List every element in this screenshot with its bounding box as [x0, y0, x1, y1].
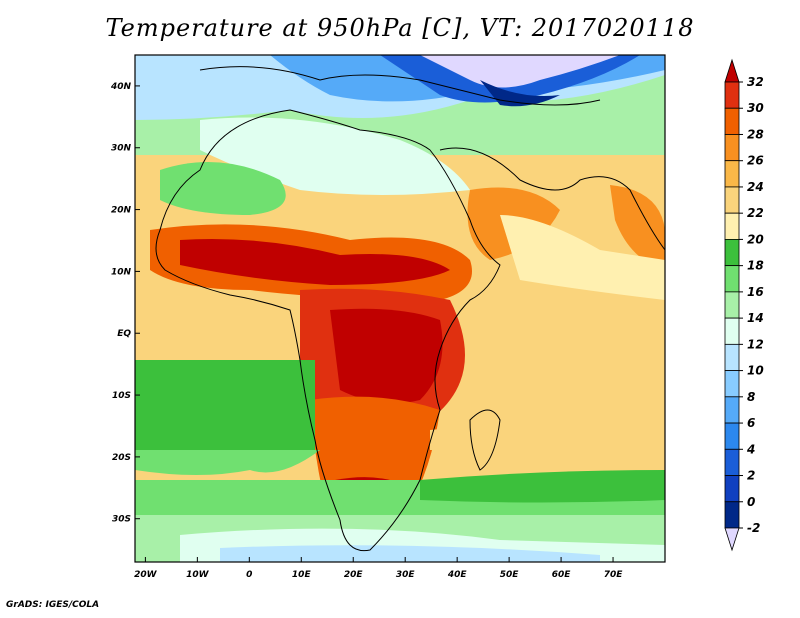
colorbar-label: 18 — [747, 259, 764, 273]
colorbar-segment — [724, 501, 740, 529]
x-tick-label: 30E — [396, 570, 416, 580]
colorbar-label: 2 — [747, 469, 755, 483]
colorbar-segment — [724, 81, 740, 109]
x-tick-label: 10W — [186, 570, 210, 580]
temperature-field — [135, 55, 665, 562]
colorbar-label: 14 — [747, 311, 764, 325]
colorbar-label: 20 — [747, 232, 764, 246]
colorbar-label: 6 — [747, 416, 755, 430]
colorbar-segment — [724, 475, 740, 503]
plot-frame — [134, 54, 666, 563]
x-tick-label: 60E — [552, 570, 572, 580]
colorbar-label: 32 — [747, 75, 764, 89]
colorbar-label: 10 — [747, 364, 764, 378]
credit-label: GrADS: IGES/COLA — [6, 600, 100, 610]
y-tick-label: 30S — [112, 515, 131, 525]
x-tick-label: 70E — [604, 570, 624, 580]
x-tick-label: 40E — [447, 570, 468, 580]
y-axis: 40N 30N 20N 10N EQ 10S 20S 30S — [110, 82, 140, 525]
x-tick-label: 20W — [134, 570, 158, 580]
colorbar-label: 4 — [746, 442, 755, 456]
colorbar-label: -2 — [747, 521, 760, 535]
colorbar-label: 24 — [747, 180, 764, 194]
x-tick-label: 10E — [292, 570, 312, 580]
coastlines — [155, 66, 665, 552]
colorbar-segment — [724, 160, 740, 188]
x-tick-label: 50E — [500, 570, 520, 580]
colorbar-segment — [724, 212, 740, 240]
map-title: Temperature at 950hPa [C], VT: 201702011… — [105, 14, 695, 42]
colorbar-segment — [724, 448, 740, 476]
colorbar-segment — [724, 239, 740, 267]
colorbar-segment — [724, 343, 740, 371]
colorbar-segment — [724, 370, 740, 398]
colorbar-label: 30 — [747, 101, 764, 115]
colorbar-segment — [724, 186, 740, 214]
colorbar-label: 26 — [747, 154, 764, 168]
x-tick-label: 0 — [246, 570, 252, 580]
colorbar-segment — [724, 396, 740, 424]
y-tick-label: EQ — [117, 329, 131, 339]
colorbar-segment — [724, 265, 740, 293]
colorbar-label: 8 — [747, 390, 755, 404]
y-tick-label: 10S — [112, 391, 131, 401]
colorbar-segment — [724, 422, 740, 450]
y-tick-label: 30N — [111, 144, 132, 154]
colorbar-min-arrow — [724, 527, 740, 552]
colorbar-max-arrow — [724, 58, 740, 83]
colorbar-label: 0 — [747, 495, 755, 509]
colorbar-segment — [724, 291, 740, 319]
colorbar-label: 12 — [747, 337, 764, 351]
colorbar-label: 16 — [747, 285, 764, 299]
colorbar-label: 22 — [747, 206, 764, 220]
x-tick-label: 20E — [344, 570, 364, 580]
y-tick-label: 40N — [110, 82, 132, 92]
x-axis: 20W 10W 0 10E 20E 30E 40E 50E 60E 70E — [134, 557, 623, 580]
y-tick-label: 20S — [112, 453, 131, 463]
y-tick-label: 10N — [111, 267, 132, 277]
colorbar-segment — [724, 317, 740, 345]
colorbar-segment — [724, 134, 740, 162]
colorbar-segment — [724, 107, 740, 135]
colorbar-label: 28 — [747, 127, 764, 141]
y-tick-label: 20N — [111, 206, 132, 216]
